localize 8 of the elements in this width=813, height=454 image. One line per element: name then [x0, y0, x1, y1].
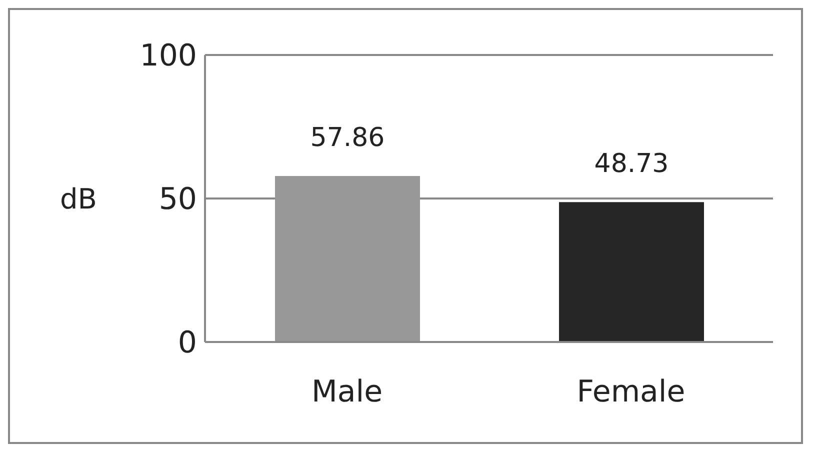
- y-tick-label: 100: [140, 38, 197, 74]
- data-label: 48.73: [594, 149, 669, 180]
- y-tick-label: 0: [178, 326, 197, 361]
- data-label: 57.86: [310, 122, 385, 153]
- y-axis-title: dB: [60, 182, 97, 216]
- y-tick-label: 50: [158, 182, 197, 218]
- x-tick-label: Female: [576, 374, 686, 410]
- x-tick-label: Male: [311, 374, 383, 410]
